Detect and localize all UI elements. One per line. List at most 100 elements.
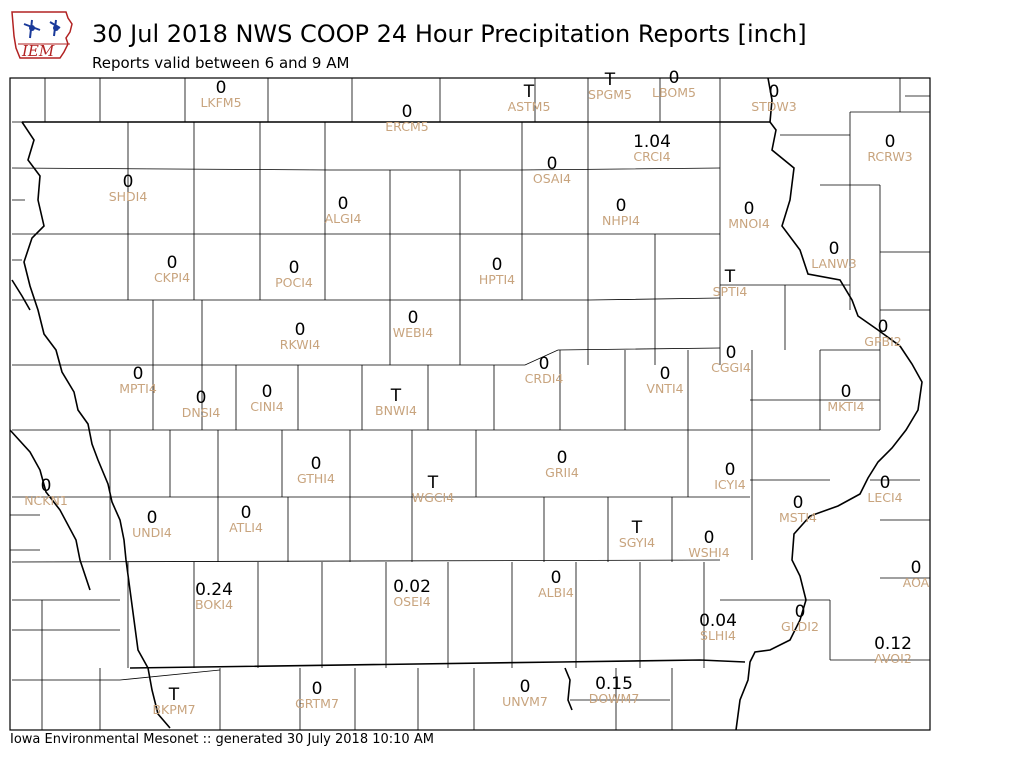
station-id-label: SGYI4 (619, 535, 655, 550)
station-id-label: MPTI4 (119, 381, 157, 396)
station-value: 0 (147, 508, 158, 528)
station-id-label: BOKI4 (195, 597, 233, 612)
station-id-label: UNDI4 (132, 525, 172, 540)
station-value: 0 (492, 255, 503, 275)
station-id-label: NCKN1 (24, 493, 68, 508)
station-id-label: DNSI4 (182, 405, 221, 420)
station-id-label: ATLI4 (229, 520, 263, 535)
station-value: 0 (311, 454, 322, 474)
station-id-label: SHDI4 (109, 189, 148, 204)
station-value: 0 (312, 679, 323, 699)
station-value: 0 (744, 199, 755, 219)
station-value: 0 (885, 132, 896, 152)
station-id-label: CINI4 (250, 399, 283, 414)
station-id-label: MNOI4 (728, 216, 770, 231)
station-id-label: WEBI4 (393, 325, 434, 340)
station-id-label: GPBI2 (864, 334, 901, 349)
station-id-label: MKTI4 (827, 399, 864, 414)
station-value: 0 (880, 473, 891, 493)
station-value: T (724, 267, 736, 287)
station-id-label: NHPI4 (602, 213, 640, 228)
station-value: 0 (262, 382, 273, 402)
station-value: T (523, 82, 535, 102)
station-id-label: GRTM7 (295, 696, 339, 711)
map-frame (9, 77, 931, 731)
station-id-label: LANW3 (811, 256, 856, 271)
station-value: 0 (216, 78, 227, 98)
station-value: 1.04 (633, 132, 671, 152)
station-value: 0 (725, 460, 736, 480)
station-id-label: CKPI4 (154, 270, 190, 285)
station-value: T (390, 386, 402, 406)
logo-text: IEM (21, 42, 55, 60)
station-id-label: VNTI4 (646, 381, 683, 396)
station-value: 0 (402, 102, 413, 122)
station-id-label: WSHI4 (688, 545, 729, 560)
station-id-label: CGGI4 (711, 360, 751, 375)
station-value: T (631, 518, 643, 538)
station-id-label: GLDI2 (781, 619, 819, 634)
station-id-label: AVOI2 (874, 651, 912, 666)
map-subtitle: Reports valid between 6 and 9 AM (92, 54, 350, 72)
station-value: 0 (616, 196, 627, 216)
station-id-label: GRII4 (545, 465, 579, 480)
station-value: 0 (704, 528, 715, 548)
station-value: 0 (726, 343, 737, 363)
station-value: 0.12 (874, 634, 912, 654)
station-value: T (427, 473, 439, 493)
station-value: 0.15 (595, 674, 633, 694)
footer-credit: Iowa Environmental Mesonet :: generated … (10, 732, 434, 747)
station-value: 0.02 (393, 577, 431, 597)
station-value: 0 (551, 568, 562, 588)
station-value: 0 (841, 382, 852, 402)
station-id-label: SPGM5 (588, 87, 632, 102)
station-value: 0 (660, 364, 671, 384)
station-id-label: SPTI4 (713, 284, 748, 299)
station-value: 0 (557, 448, 568, 468)
station-value: 0 (295, 320, 306, 340)
station-id-label: CRCI4 (633, 149, 670, 164)
station-id-label: BNWI4 (375, 403, 417, 418)
station-value: T (604, 70, 616, 90)
station-id-label: GTHI4 (297, 471, 335, 486)
station-id-label: HPTI4 (479, 272, 515, 287)
iem-logo: IEM (11, 11, 73, 60)
station-value: 0 (769, 82, 780, 102)
station-value: 0 (196, 388, 207, 408)
station-id-label: RCRW3 (867, 149, 912, 164)
map-title: 30 Jul 2018 NWS COOP 24 Hour Precipitati… (92, 20, 807, 48)
station-value: 0 (669, 68, 680, 88)
station-id-label: CRDI4 (525, 371, 564, 386)
